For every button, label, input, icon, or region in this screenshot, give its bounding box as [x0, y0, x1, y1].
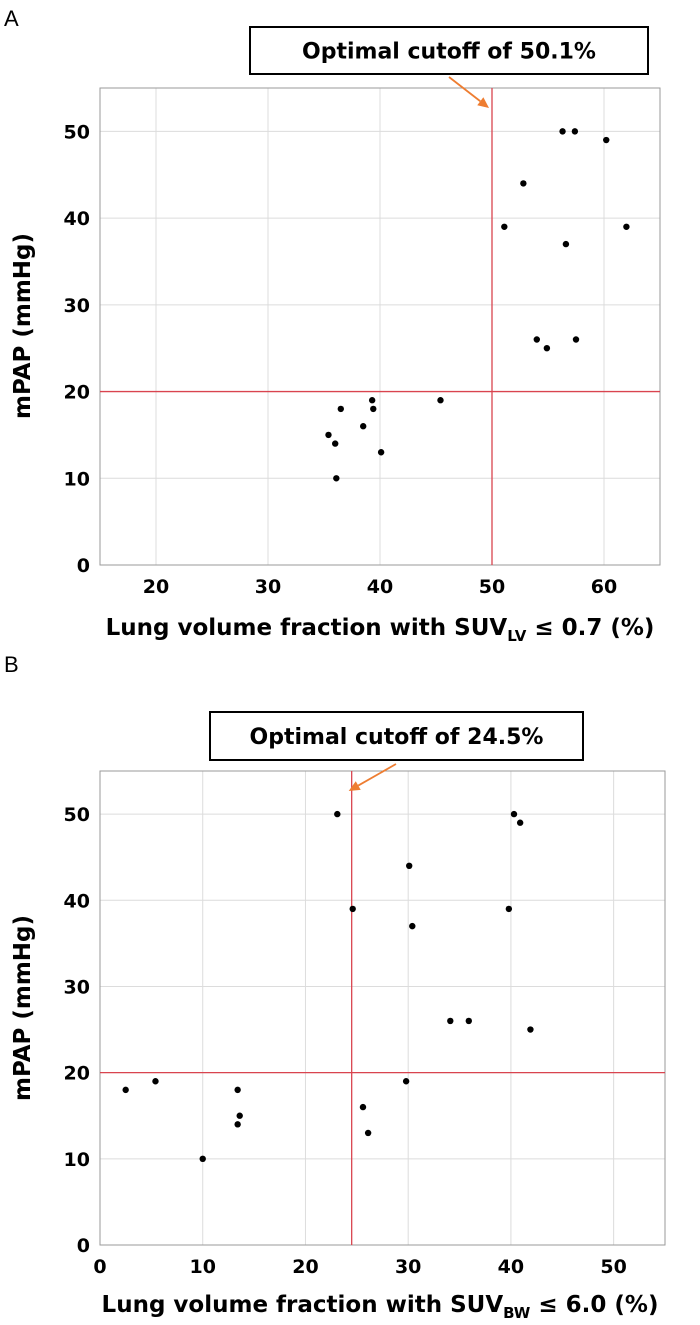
panel-a-data-point: [543, 344, 551, 352]
panel-a-y-tick-label: 40: [64, 208, 90, 230]
panel-a-y-tick-label: 50: [64, 121, 90, 143]
panel-b-data-point: [359, 1103, 367, 1111]
panel-b-y-tick-label: 0: [77, 1235, 90, 1257]
panel-b-data-point: [409, 922, 416, 930]
panel-a-data-point: [360, 423, 367, 430]
panel-a-data-point: [337, 405, 344, 413]
panel-b-data-point: [234, 1086, 241, 1094]
panel-a: A 20 30 40 50 60 0 10 20 30 40 50 mPAP (mmHg) Lung…: [4, 6, 661, 645]
panel-b-data-point: [122, 1086, 129, 1094]
panel-b-data-point: [234, 1121, 241, 1128]
panel-b-y-tick-label: 30: [64, 976, 90, 998]
panel-b-y-tick-label: 20: [64, 1063, 90, 1085]
panel-a-cutoff-arrowhead: [477, 97, 489, 108]
panel-a-data-point: [370, 405, 377, 413]
panel-b-cutoff-arrowhead: [348, 781, 361, 791]
panel-a-data-point: [332, 440, 339, 447]
panel-a-x-tick-label: 20: [143, 576, 169, 598]
panel-b-y-axis-label: mPAP (mmHg): [10, 915, 36, 1101]
panel-a-data-point: [333, 475, 340, 482]
panel-b-data-point: [334, 810, 341, 818]
panel-a-data-point: [623, 223, 630, 230]
panel-a-letter: A: [4, 6, 19, 31]
panel-a-x-tick-label: 30: [255, 576, 281, 598]
panel-a-cutoff-box: [249, 26, 649, 75]
panel-b-data-point: [516, 819, 524, 826]
panel-b-data-point: [152, 1078, 159, 1085]
panel-a-data-point: [325, 431, 332, 439]
panel-a-x-tick-label: 40: [367, 576, 393, 598]
panel-a-data-point: [571, 128, 579, 135]
panel-b-plot-frame: [99, 770, 666, 1246]
panel-b-y-tick-label: 10: [64, 1149, 90, 1171]
panel-a-data-point: [377, 449, 385, 456]
panel-a-y-tick-label: 30: [64, 295, 90, 317]
panel-b-data-point: [199, 1155, 206, 1163]
panel-b: B 0 10 20 30 40 50 0 10 20 30 40 50 mPAP (mmHg) Lun…: [4, 652, 666, 1322]
panel-b-x-tick-label: 20: [292, 1256, 318, 1278]
panel-b-x-axis-label: Lung volume fraction with SUVBW ≤ 6.0 (%…: [102, 1292, 659, 1322]
panel-a-data-point: [572, 336, 580, 343]
panel-a-data-point: [533, 336, 540, 343]
panel-a-x-tick-label: 50: [479, 576, 505, 598]
panel-a-plot-frame: [99, 87, 661, 566]
panel-a-data-point: [501, 223, 508, 230]
panel-b-cutoff-box: [209, 711, 584, 761]
panel-a-cutoff-arrow: [448, 76, 481, 102]
panel-b-data-point: [447, 1017, 454, 1025]
panel-b-cutoff-annotation: Optimal cutoff of 24.5%: [209, 711, 584, 791]
panel-a-x-tick-label: 60: [591, 576, 617, 598]
panel-a-cutoff-annotation: Optimal cutoff of 50.1%: [249, 26, 649, 108]
panel-b-data-point: [402, 1078, 410, 1085]
panel-b-data-point: [505, 905, 513, 913]
panel-a-y-tick-label: 20: [64, 382, 90, 404]
panel-b-x-tick-label: 10: [190, 1256, 216, 1278]
panel-b-cutoff-label: Optimal cutoff of 24.5%: [250, 725, 544, 750]
panel-b-x-tick-label: 30: [395, 1256, 421, 1278]
panel-a-data-point: [437, 397, 444, 404]
panel-b-x-tick-label: 40: [498, 1256, 524, 1278]
panel-b-y-tick-label: 40: [64, 890, 90, 912]
panel-b-data-point: [510, 810, 518, 818]
panel-b-data-point: [406, 862, 413, 869]
panel-a-y-axis-label: mPAP (mmHg): [10, 233, 36, 419]
panel-a-data-point: [562, 240, 570, 248]
panel-b-x-tick-label: 50: [600, 1256, 626, 1278]
panel-b-y-tick-label: 50: [64, 804, 90, 826]
panel-a-y-tick-label: 10: [64, 468, 90, 490]
panel-a-data-point: [603, 136, 610, 144]
panel-a-data-point: [520, 180, 527, 187]
panel-a-data-point: [368, 397, 376, 404]
panel-b-x-tick-label: 0: [93, 1256, 106, 1278]
panel-a-y-tick-label: 0: [77, 555, 90, 577]
panel-b-cutoff-arrow: [357, 763, 397, 787]
panel-b-data-point: [465, 1017, 472, 1025]
panel-b-data-point: [236, 1112, 243, 1119]
panel-b-data-point: [527, 1026, 534, 1033]
panel-a-cutoff-label: Optimal cutoff of 50.1%: [302, 40, 596, 65]
panel-a-data-point: [559, 128, 566, 135]
panel-b-letter: B: [4, 652, 19, 677]
panel-b-data-point: [364, 1129, 372, 1137]
panel-a-x-axis-label: Lung volume fraction with SUVLV ≤ 0.7 (%…: [106, 615, 655, 645]
panel-b-data-point: [349, 905, 356, 913]
